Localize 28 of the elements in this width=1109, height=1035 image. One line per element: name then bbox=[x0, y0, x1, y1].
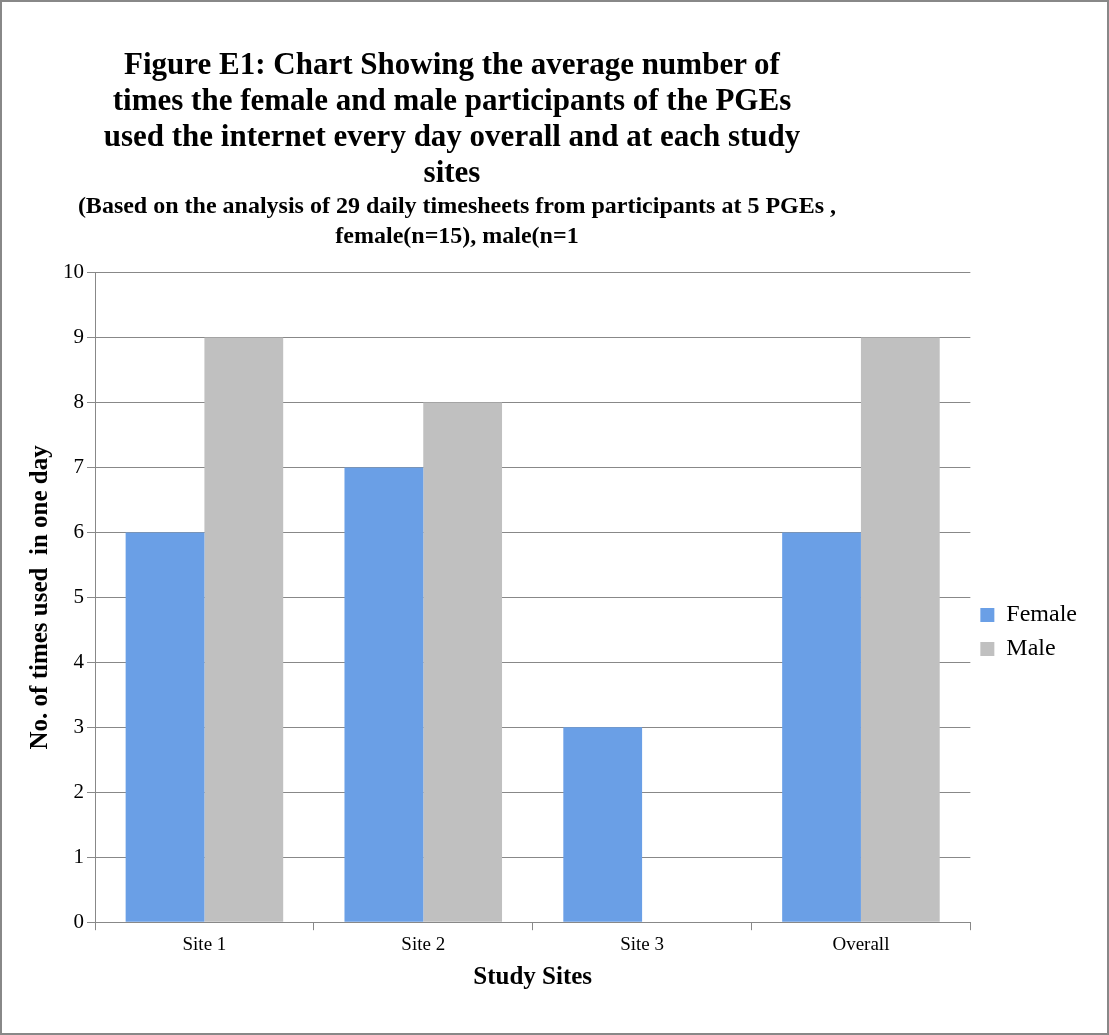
bar bbox=[860, 337, 940, 922]
y-tick-label: 9 bbox=[73, 324, 84, 349]
bar bbox=[782, 532, 861, 922]
y-tick-label: 4 bbox=[73, 648, 85, 673]
y-tick-label: 8 bbox=[73, 389, 84, 414]
y-tick-label: 1 bbox=[73, 843, 84, 868]
x-tick-label: Site 3 bbox=[620, 932, 665, 954]
y-tick-label: 3 bbox=[73, 713, 84, 738]
y-tick-label: 2 bbox=[73, 778, 84, 803]
chart-subtitle: (Based on the analysis of 29 daily timesheets from participants at 5 PGEs , female(n=15), male(n=1 bbox=[77, 191, 837, 250]
y-tick-label: 7 bbox=[73, 454, 84, 478]
bar bbox=[204, 337, 284, 922]
y-axis-title: No. of times used in one day bbox=[25, 444, 53, 750]
y-tick-label: 0 bbox=[73, 908, 84, 933]
legend-label: Female bbox=[1006, 600, 1077, 627]
y-tick-label: 5 bbox=[73, 583, 84, 608]
bar bbox=[563, 727, 643, 922]
y-tick-label: 6 bbox=[73, 518, 84, 543]
y-tick-label: 10 bbox=[63, 259, 84, 284]
bar bbox=[344, 467, 424, 922]
bar bbox=[125, 532, 205, 922]
x-axis-title: Study Sites bbox=[473, 962, 593, 990]
bar bbox=[423, 402, 503, 922]
legend-label: Male bbox=[1006, 634, 1056, 661]
x-tick-label: Overall bbox=[832, 932, 890, 954]
x-tick-label: Site 2 bbox=[401, 932, 446, 954]
x-tick-label: Site 1 bbox=[182, 932, 227, 954]
chart-title: Figure E1: Chart Showing the average number of times the female and male participants of the PGEs used the internet every day overall and at each study sites bbox=[102, 46, 802, 190]
